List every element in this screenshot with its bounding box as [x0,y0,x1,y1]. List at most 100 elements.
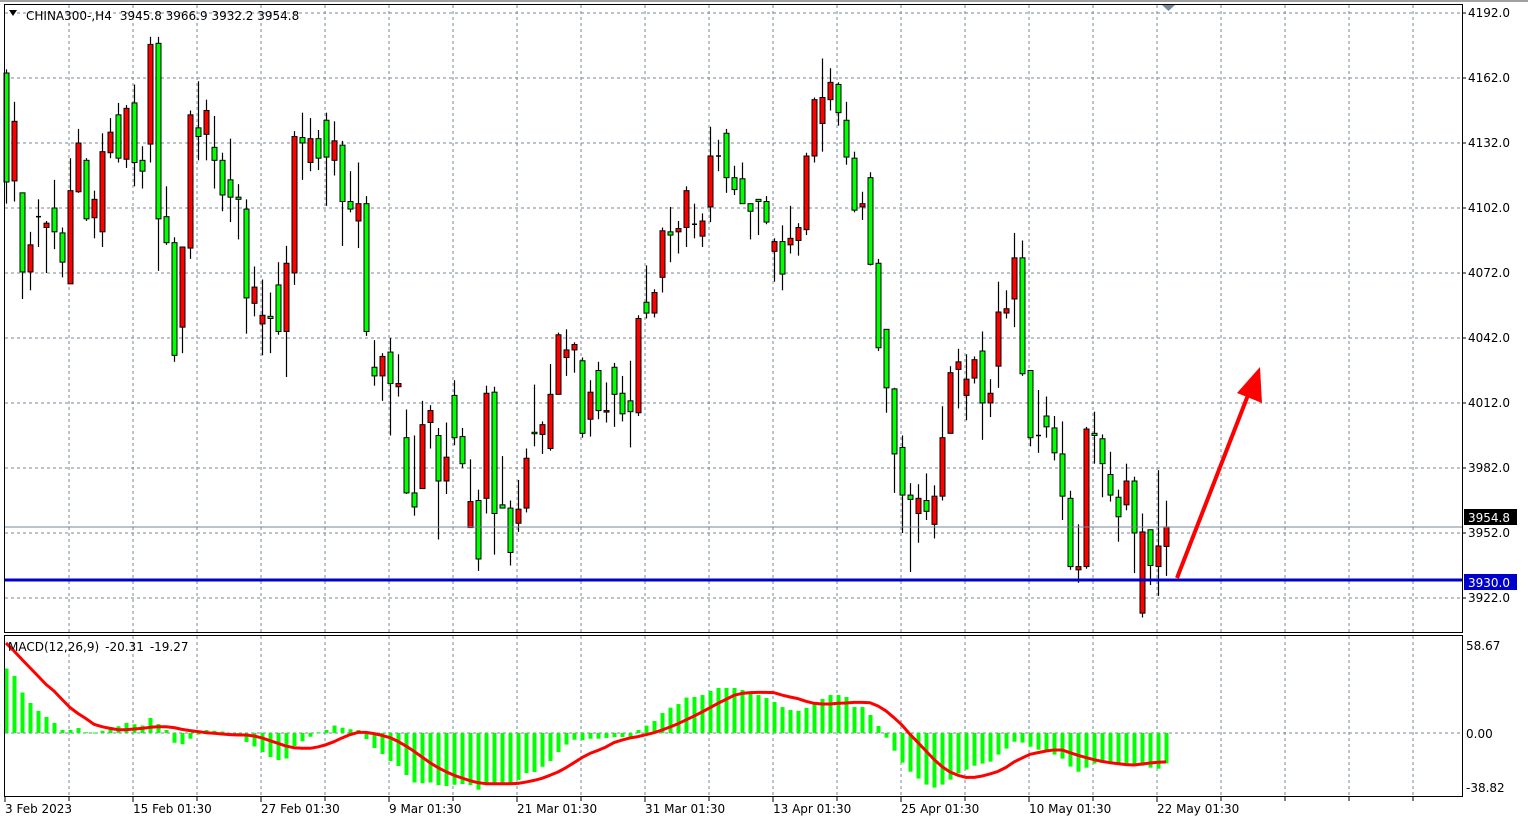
candle[interactable] [731,165,738,195]
candle[interactable] [603,382,610,423]
candle[interactable] [539,421,546,454]
chart-shift-marker-icon[interactable] [1162,5,1175,11]
candle[interactable] [139,146,146,189]
candle[interactable] [59,227,66,278]
candle[interactable] [795,223,802,256]
candle[interactable] [1043,396,1050,438]
candle[interactable] [867,172,874,266]
candle[interactable] [1011,232,1018,328]
candle[interactable] [1075,524,1082,583]
candle[interactable] [987,379,994,418]
candle[interactable] [755,198,762,236]
candle[interactable] [659,227,666,293]
candle[interactable] [323,112,330,206]
candle[interactable] [1019,240,1026,376]
candle[interactable] [1139,513,1146,618]
candle[interactable] [835,82,842,126]
candle[interactable] [555,332,562,395]
candle[interactable] [211,115,218,189]
candle[interactable] [979,331,986,440]
candle[interactable] [363,196,370,336]
candle[interactable] [355,162,362,249]
candle[interactable] [611,362,618,427]
candle[interactable] [716,139,721,172]
candle[interactable] [1147,529,1154,585]
candle[interactable] [36,199,41,247]
candle[interactable] [947,366,954,434]
candle[interactable] [587,380,594,437]
candle[interactable] [1107,451,1114,502]
candle[interactable] [115,102,122,163]
candle[interactable] [227,138,234,223]
candle[interactable] [1003,290,1010,319]
candle[interactable] [283,245,290,377]
candle[interactable] [371,340,378,386]
candle[interactable] [955,348,962,409]
candle[interactable] [787,205,794,254]
candle[interactable] [147,36,154,163]
candle[interactable] [123,105,130,168]
candle[interactable] [571,342,578,373]
candle[interactable] [1027,370,1034,447]
candle[interactable] [675,221,682,254]
candle[interactable] [1131,476,1138,574]
candle[interactable] [507,500,514,566]
candle[interactable] [747,203,754,240]
candle[interactable] [779,225,786,291]
candle[interactable] [347,171,354,213]
candle[interactable] [1091,411,1098,464]
candle[interactable] [883,328,890,413]
candle[interactable] [67,158,74,285]
candle[interactable] [595,361,602,420]
candle[interactable] [763,196,770,225]
candle[interactable] [619,375,626,422]
candle[interactable] [443,422,450,495]
candle[interactable] [307,118,314,172]
candle[interactable] [187,110,194,259]
candle[interactable] [899,435,906,534]
triangle-down-icon[interactable] [9,10,17,16]
candle[interactable] [179,246,186,354]
candle[interactable] [339,140,346,246]
candle[interactable] [915,484,922,543]
candle[interactable] [235,184,242,240]
candle[interactable] [963,354,970,421]
candle[interactable] [1059,421,1066,520]
up-arrow-annotation[interactable] [1175,367,1262,579]
candle[interactable] [219,152,226,212]
candle[interactable] [891,387,898,493]
candle[interactable] [875,258,882,351]
candle[interactable] [331,121,338,176]
candle[interactable] [579,357,586,438]
candle[interactable] [19,192,26,299]
candle[interactable] [683,186,690,247]
candle[interactable] [851,151,858,213]
candle[interactable] [203,99,210,161]
candle[interactable] [635,315,642,416]
candle[interactable] [971,356,978,384]
candle[interactable] [1115,489,1122,542]
candle[interactable] [523,448,530,513]
candle[interactable] [1051,416,1058,461]
candle[interactable] [699,213,706,247]
candle[interactable] [419,400,426,490]
candle[interactable] [267,292,274,354]
candle[interactable] [51,179,58,250]
candle[interactable] [995,281,1002,388]
candle[interactable] [771,238,778,282]
candle[interactable] [923,473,930,520]
candle[interactable] [83,158,90,221]
candle[interactable] [827,68,834,111]
candle[interactable] [515,479,522,532]
candle[interactable] [43,221,50,273]
candle[interactable] [243,199,250,334]
candle[interactable] [315,130,322,171]
candle[interactable] [27,231,34,291]
candle[interactable] [171,237,178,362]
candle[interactable] [75,128,82,193]
candle[interactable] [723,128,730,193]
candle[interactable] [803,152,810,236]
candle[interactable] [403,409,410,495]
candle[interactable] [643,265,650,319]
candle[interactable] [859,191,866,220]
